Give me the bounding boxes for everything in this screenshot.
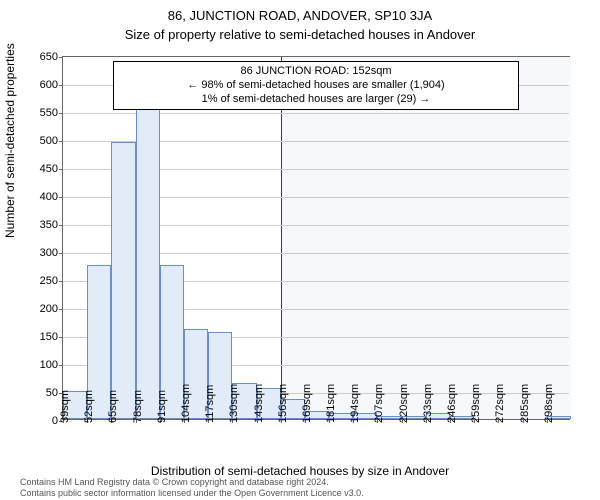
y-tick-mark <box>59 365 63 366</box>
x-tick-label: 117sqm <box>204 385 216 423</box>
x-tick-label: 143sqm <box>253 384 265 423</box>
y-tick-mark <box>59 309 63 310</box>
x-tick-label: 246sqm <box>446 384 458 423</box>
y-tick-label: 200 <box>40 303 58 315</box>
x-tick-label: 194sqm <box>349 384 361 423</box>
y-tick-label: 450 <box>40 163 58 175</box>
y-tick-label: 650 <box>40 51 58 63</box>
footer-attribution: Contains HM Land Registry data © Crown c… <box>20 477 364 498</box>
y-tick-label: 300 <box>40 247 58 259</box>
histogram-bar <box>111 142 135 419</box>
y-tick-label: 100 <box>40 359 58 371</box>
x-tick-label: 285sqm <box>519 384 531 423</box>
x-tick-label: 272sqm <box>494 384 506 423</box>
x-tick-label: 298sqm <box>543 384 555 423</box>
x-tick-label: 169sqm <box>301 384 313 423</box>
x-tick-label: 181sqm <box>325 384 337 423</box>
y-tick-label: 500 <box>40 135 58 147</box>
y-tick-mark <box>59 169 63 170</box>
x-axis-label: Distribution of semi-detached houses by … <box>0 464 600 478</box>
y-tick-mark <box>59 225 63 226</box>
x-tick-label: 39sqm <box>59 390 71 423</box>
y-tick-label: 600 <box>40 79 58 91</box>
y-axis-label: Number of semi-detached properties <box>3 43 17 238</box>
annotation-line-3: 1% of semi-detached houses are larger (2… <box>120 93 512 107</box>
plot-area: 0501001502002503003504004505005506006503… <box>62 56 570 420</box>
y-tick-mark <box>59 253 63 254</box>
x-tick-label: 233sqm <box>422 384 434 423</box>
y-tick-mark <box>59 57 63 58</box>
y-tick-mark <box>59 85 63 86</box>
x-tick-label: 91sqm <box>156 390 168 423</box>
x-tick-label: 104sqm <box>180 384 192 423</box>
y-tick-mark <box>59 337 63 338</box>
y-tick-label: 350 <box>40 219 58 231</box>
x-tick-label: 220sqm <box>398 384 410 423</box>
y-tick-label: 150 <box>40 331 58 343</box>
y-tick-mark <box>59 113 63 114</box>
x-tick-label: 78sqm <box>132 390 144 423</box>
y-tick-mark <box>59 141 63 142</box>
x-tick-label: 156sqm <box>277 384 289 423</box>
page-title-address: 86, JUNCTION ROAD, ANDOVER, SP10 3JA <box>0 0 600 23</box>
chart-container: 0501001502002503003504004505005506006503… <box>62 56 570 420</box>
annotation-box: 86 JUNCTION ROAD: 152sqm ← 98% of semi-d… <box>113 61 519 110</box>
y-tick-label: 250 <box>40 275 58 287</box>
x-tick-label: 259sqm <box>470 384 482 423</box>
y-tick-label: 50 <box>46 387 58 399</box>
annotation-line-1: 86 JUNCTION ROAD: 152sqm <box>120 65 512 79</box>
x-tick-label: 130sqm <box>228 384 240 423</box>
y-tick-mark <box>59 197 63 198</box>
footer-line-2: Contains public sector information licen… <box>20 488 364 498</box>
y-tick-mark <box>59 281 63 282</box>
footer-line-1: Contains HM Land Registry data © Crown c… <box>20 477 364 487</box>
x-tick-label: 207sqm <box>373 384 385 423</box>
y-tick-label: 550 <box>40 107 58 119</box>
annotation-line-2: ← 98% of semi-detached houses are smalle… <box>120 79 512 93</box>
y-tick-label: 0 <box>52 415 58 427</box>
chart-subtitle: Size of property relative to semi-detach… <box>0 23 600 46</box>
y-tick-label: 400 <box>40 191 58 203</box>
x-tick-label: 65sqm <box>107 390 119 423</box>
histogram-bar <box>136 108 160 419</box>
x-tick-label: 52sqm <box>83 390 95 423</box>
